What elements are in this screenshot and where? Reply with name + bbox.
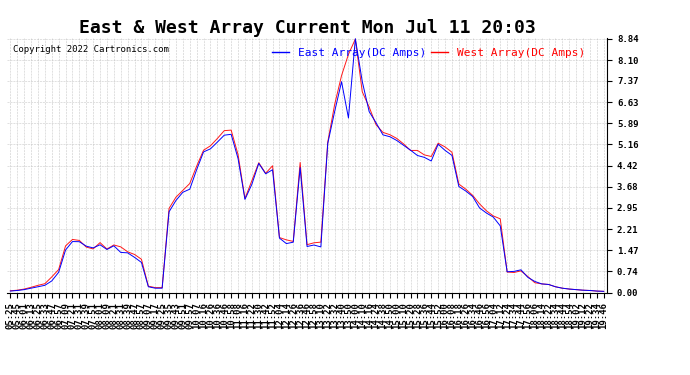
Text: Copyright 2022 Cartronics.com: Copyright 2022 Cartronics.com [13, 45, 169, 54]
Title: East & West Array Current Mon Jul 11 20:03: East & West Array Current Mon Jul 11 20:… [79, 20, 535, 38]
Legend: East Array(DC Amps), West Array(DC Amps): East Array(DC Amps), West Array(DC Amps) [268, 43, 590, 62]
